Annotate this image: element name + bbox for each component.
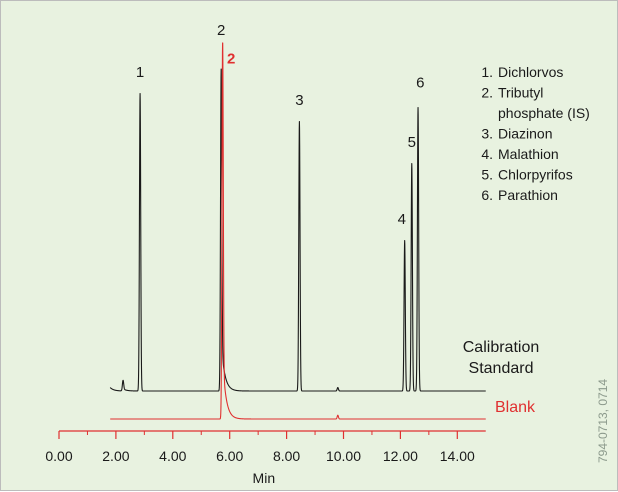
peak-label: 4 <box>398 211 406 228</box>
legend-item-number: 4. <box>481 146 493 162</box>
trace-blank <box>109 42 487 420</box>
x-tick-label: 6.00 <box>216 448 243 464</box>
series-label-calibration-standard: Calibration <box>463 339 539 356</box>
x-tick-label: 0.00 <box>45 448 72 464</box>
x-tick-label: 12.00 <box>383 448 418 464</box>
x-tick-label: 10.00 <box>326 448 361 464</box>
legend-item-label: Diazinon <box>498 126 552 142</box>
legend-item-number: 6. <box>481 187 493 203</box>
legend-item-label: Parathion <box>498 187 558 203</box>
x-tick-label: 14.00 <box>440 448 475 464</box>
series-label-blank: Blank <box>495 399 536 416</box>
x-tick-label: 8.00 <box>273 448 300 464</box>
peak-label: 5 <box>408 134 416 151</box>
x-tick-label: 2.00 <box>102 448 129 464</box>
legend-item-label: Dichlorvos <box>498 64 563 80</box>
legend-item-number: 2. <box>481 85 493 101</box>
peak-label: 2 <box>217 22 225 39</box>
peak-label: 2 <box>227 50 235 67</box>
legend-item-label: Tributyl <box>498 85 543 101</box>
peak-label: 6 <box>416 75 424 92</box>
legend-item-label: Malathion <box>498 146 559 162</box>
peak-label: 1 <box>136 64 144 81</box>
legend-item-label: phosphate (IS) <box>498 105 590 121</box>
legend-item-number: 3. <box>481 126 493 142</box>
x-axis-label: Min <box>253 470 276 486</box>
catalog-number: 794-0713, 0714 <box>596 379 610 463</box>
x-tick-label: 4.00 <box>159 448 186 464</box>
peak-label: 3 <box>295 92 303 109</box>
series-label-calibration-standard: Standard <box>469 360 534 377</box>
legend-item-number: 5. <box>481 167 493 183</box>
legend-item-label: Chlorpyrifos <box>498 167 573 183</box>
legend-item-number: 1. <box>481 64 493 80</box>
trace-calibration-standard <box>109 68 487 392</box>
